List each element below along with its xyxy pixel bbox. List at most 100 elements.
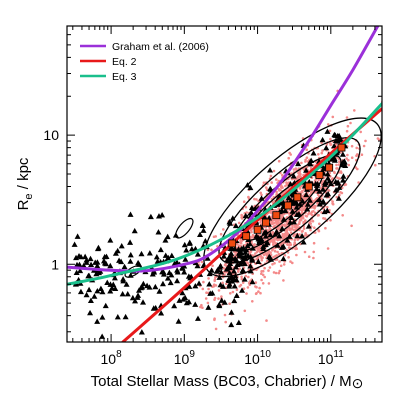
density-contour bbox=[203, 117, 382, 278]
x-tick-label: 1011 bbox=[318, 349, 344, 367]
triangle-point bbox=[138, 250, 145, 257]
triangle-point bbox=[183, 299, 190, 306]
sample-point bbox=[260, 193, 263, 197]
sample-point bbox=[303, 234, 306, 237]
triangle-point bbox=[213, 268, 220, 274]
triangle-point bbox=[334, 180, 341, 186]
triangle-point bbox=[279, 225, 286, 232]
sample-point bbox=[320, 197, 323, 200]
median-square bbox=[315, 171, 324, 180]
sample-point bbox=[307, 255, 311, 258]
triangle-point bbox=[232, 272, 239, 279]
sample-point bbox=[333, 171, 336, 175]
triangle-point bbox=[262, 233, 269, 239]
triangle-point bbox=[325, 190, 332, 197]
density-contour bbox=[124, 265, 142, 278]
sample-point bbox=[302, 188, 306, 191]
triangle-point bbox=[289, 208, 296, 214]
median-square bbox=[242, 232, 251, 241]
sample-point bbox=[207, 277, 210, 280]
triangle-point bbox=[88, 261, 95, 268]
sample-point bbox=[302, 196, 305, 200]
plot-frame bbox=[66, 25, 383, 343]
sample-point bbox=[298, 174, 302, 178]
sample-point bbox=[299, 218, 303, 222]
triangle-point bbox=[316, 196, 323, 203]
triangle-point bbox=[256, 239, 263, 245]
sample-point bbox=[293, 238, 297, 242]
triangle-point bbox=[238, 258, 245, 265]
triangle-point bbox=[150, 305, 157, 311]
sample-point bbox=[257, 290, 260, 293]
sample-point bbox=[243, 309, 247, 313]
median-square bbox=[228, 239, 237, 248]
triangle-point bbox=[188, 273, 195, 280]
triangle-point bbox=[340, 173, 347, 179]
sample-point bbox=[338, 193, 341, 197]
sample-point bbox=[292, 234, 295, 238]
sample-point bbox=[275, 190, 278, 194]
triangle-point bbox=[287, 180, 294, 187]
triangle-point bbox=[199, 222, 206, 229]
sample-point bbox=[225, 282, 228, 286]
legend: Graham et al. (2006) Eq. 2 Eq. 3 bbox=[80, 41, 209, 83]
sample-point bbox=[264, 186, 268, 189]
sample-point bbox=[269, 251, 272, 254]
sample-point bbox=[260, 272, 263, 276]
sample-point bbox=[287, 246, 291, 249]
triangle-point bbox=[182, 294, 189, 301]
sample-point bbox=[282, 279, 285, 282]
triangle-point bbox=[299, 233, 306, 239]
triangle-point bbox=[140, 280, 147, 287]
sample-point bbox=[376, 137, 380, 140]
triangle-point bbox=[247, 184, 254, 191]
sample-point bbox=[336, 167, 339, 170]
triangle-point bbox=[324, 128, 331, 134]
sample-point bbox=[260, 278, 263, 282]
triangle-point bbox=[127, 239, 134, 245]
triangle-point bbox=[255, 258, 262, 264]
triangle-point bbox=[82, 253, 89, 260]
sample-point bbox=[292, 243, 296, 246]
sample-point bbox=[296, 238, 300, 241]
sample-point bbox=[335, 195, 339, 199]
triangle-point bbox=[335, 195, 342, 201]
triangle-point bbox=[171, 260, 178, 266]
triangle-point bbox=[188, 246, 195, 252]
triangle-point bbox=[228, 278, 235, 284]
triangle-point bbox=[326, 178, 333, 184]
sample-point bbox=[237, 269, 240, 273]
sample-point bbox=[286, 232, 290, 235]
triangle-point bbox=[221, 299, 228, 305]
sample-point bbox=[269, 174, 273, 178]
sample-point bbox=[241, 281, 245, 284]
sample-point bbox=[273, 262, 276, 265]
triangle-point bbox=[200, 227, 207, 233]
sample-point bbox=[240, 217, 244, 220]
sample-point bbox=[300, 216, 303, 219]
sample-point bbox=[310, 210, 314, 213]
triangle-point bbox=[205, 304, 212, 310]
sample-point bbox=[255, 285, 258, 289]
median-square bbox=[261, 218, 270, 227]
sample-point bbox=[288, 228, 292, 232]
sample-point bbox=[235, 288, 239, 292]
triangle-point bbox=[331, 155, 338, 161]
legend-label-0: Graham et al. (2006) bbox=[112, 41, 209, 53]
sample-point bbox=[239, 283, 243, 287]
triangle-point bbox=[119, 290, 126, 297]
sample-point bbox=[309, 212, 313, 215]
sample-point bbox=[210, 248, 213, 252]
triangle-point bbox=[332, 132, 339, 138]
triangle-point bbox=[227, 252, 234, 258]
sample-point bbox=[250, 228, 253, 231]
triangle-point bbox=[218, 297, 225, 303]
sample-point bbox=[337, 163, 341, 166]
sample-point bbox=[229, 292, 232, 295]
triangle-point bbox=[144, 282, 151, 289]
triangle-point bbox=[174, 277, 181, 284]
triangle-point bbox=[157, 246, 164, 253]
sample-point bbox=[269, 211, 273, 214]
triangle-point bbox=[230, 268, 237, 274]
